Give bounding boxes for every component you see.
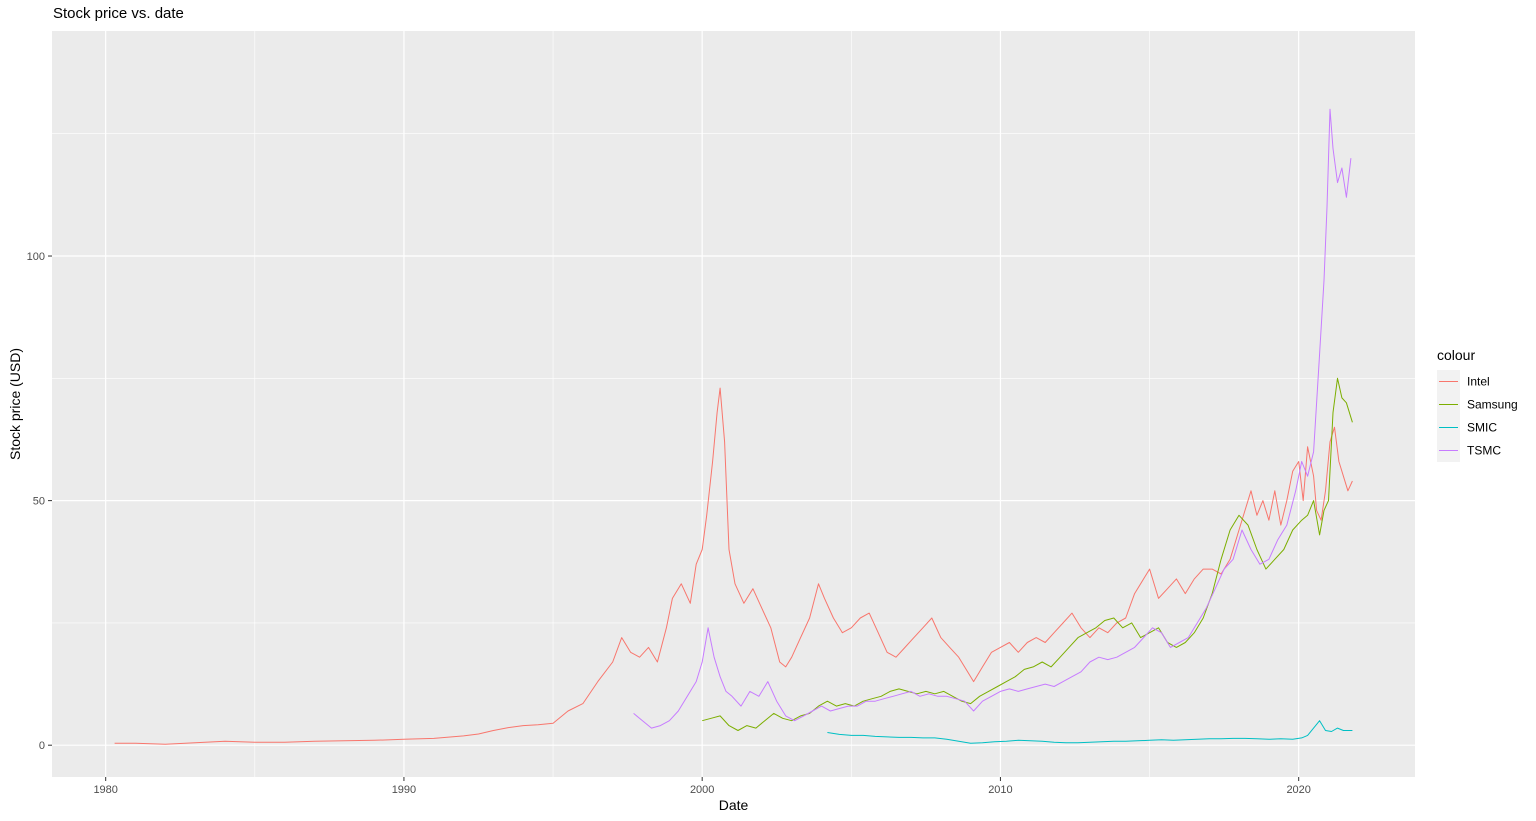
x-tick-label: 2010 bbox=[988, 784, 1012, 796]
series-line-samsung bbox=[702, 377, 1353, 731]
x-axis-title: Date bbox=[719, 797, 749, 813]
x-tick-label: 1980 bbox=[93, 784, 117, 796]
chart-title: Stock price vs. date bbox=[53, 5, 184, 22]
y-axis-title: Stock price (USD) bbox=[7, 348, 23, 460]
legend-label-tsmc: TSMC bbox=[1467, 444, 1501, 458]
legend-title: colour bbox=[1437, 347, 1475, 363]
x-axis-ticks: 1980 1990 2000 2010 2020 bbox=[93, 777, 1311, 796]
legend-label-samsung: Samsung bbox=[1467, 398, 1518, 412]
grid-minor bbox=[52, 31, 1415, 777]
y-tick-label: 0 bbox=[39, 740, 45, 752]
plot-panel bbox=[52, 31, 1415, 777]
y-tick-label: 50 bbox=[33, 496, 45, 508]
series-lines bbox=[114, 108, 1353, 745]
legend-label-smic: SMIC bbox=[1467, 421, 1497, 435]
x-tick-label: 2020 bbox=[1286, 784, 1310, 796]
legend: colour Intel Samsung SMIC TSMC bbox=[1437, 347, 1518, 462]
x-tick-label: 2000 bbox=[690, 784, 714, 796]
grid-major bbox=[52, 31, 1415, 777]
series-line-smic bbox=[827, 720, 1353, 744]
x-tick-label: 1990 bbox=[392, 784, 416, 796]
series-line-tsmc bbox=[633, 108, 1352, 729]
legend-label-intel: Intel bbox=[1467, 375, 1490, 389]
y-tick-label: 100 bbox=[27, 251, 45, 263]
y-axis-ticks: 0 50 100 bbox=[27, 251, 52, 752]
series-line-intel bbox=[114, 387, 1353, 745]
